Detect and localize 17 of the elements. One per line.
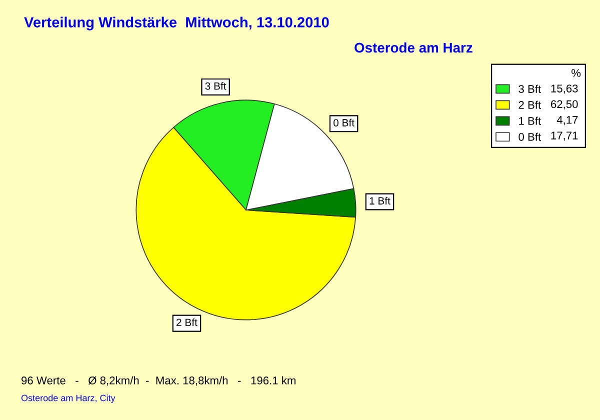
text: 96 Werte - Ø 8,2km/h - Max. 18,8km/h - 196.1 km <box>22 376 296 386</box>
legend-title: % <box>572 69 581 77</box>
data-label: 15,63 <box>551 84 578 94</box>
legend-label: 0 Bft <box>518 132 541 141</box>
legend-label: 3 Bft <box>518 84 541 93</box>
slice-label: 3 Bft <box>205 82 226 90</box>
legend-label: 1 Bft <box>519 116 541 125</box>
data-label: 17,71 <box>551 132 578 141</box>
text: Osterode am Harz, City <box>21 394 116 403</box>
data-label: 4,17 <box>556 116 578 126</box>
chart-title: Verteilung Windstärke Mittwoch, 13.10.2010 <box>24 16 329 30</box>
slice-label: 2 Bft <box>176 318 198 326</box>
data-label: 62,50 <box>551 100 578 110</box>
legend-label: 2 Bft <box>518 100 541 109</box>
slice-label: 0 Bft <box>334 118 354 126</box>
slice-label: 1 Bft <box>370 196 390 205</box>
chart-subtitle: Osterode am Harz <box>354 42 472 53</box>
